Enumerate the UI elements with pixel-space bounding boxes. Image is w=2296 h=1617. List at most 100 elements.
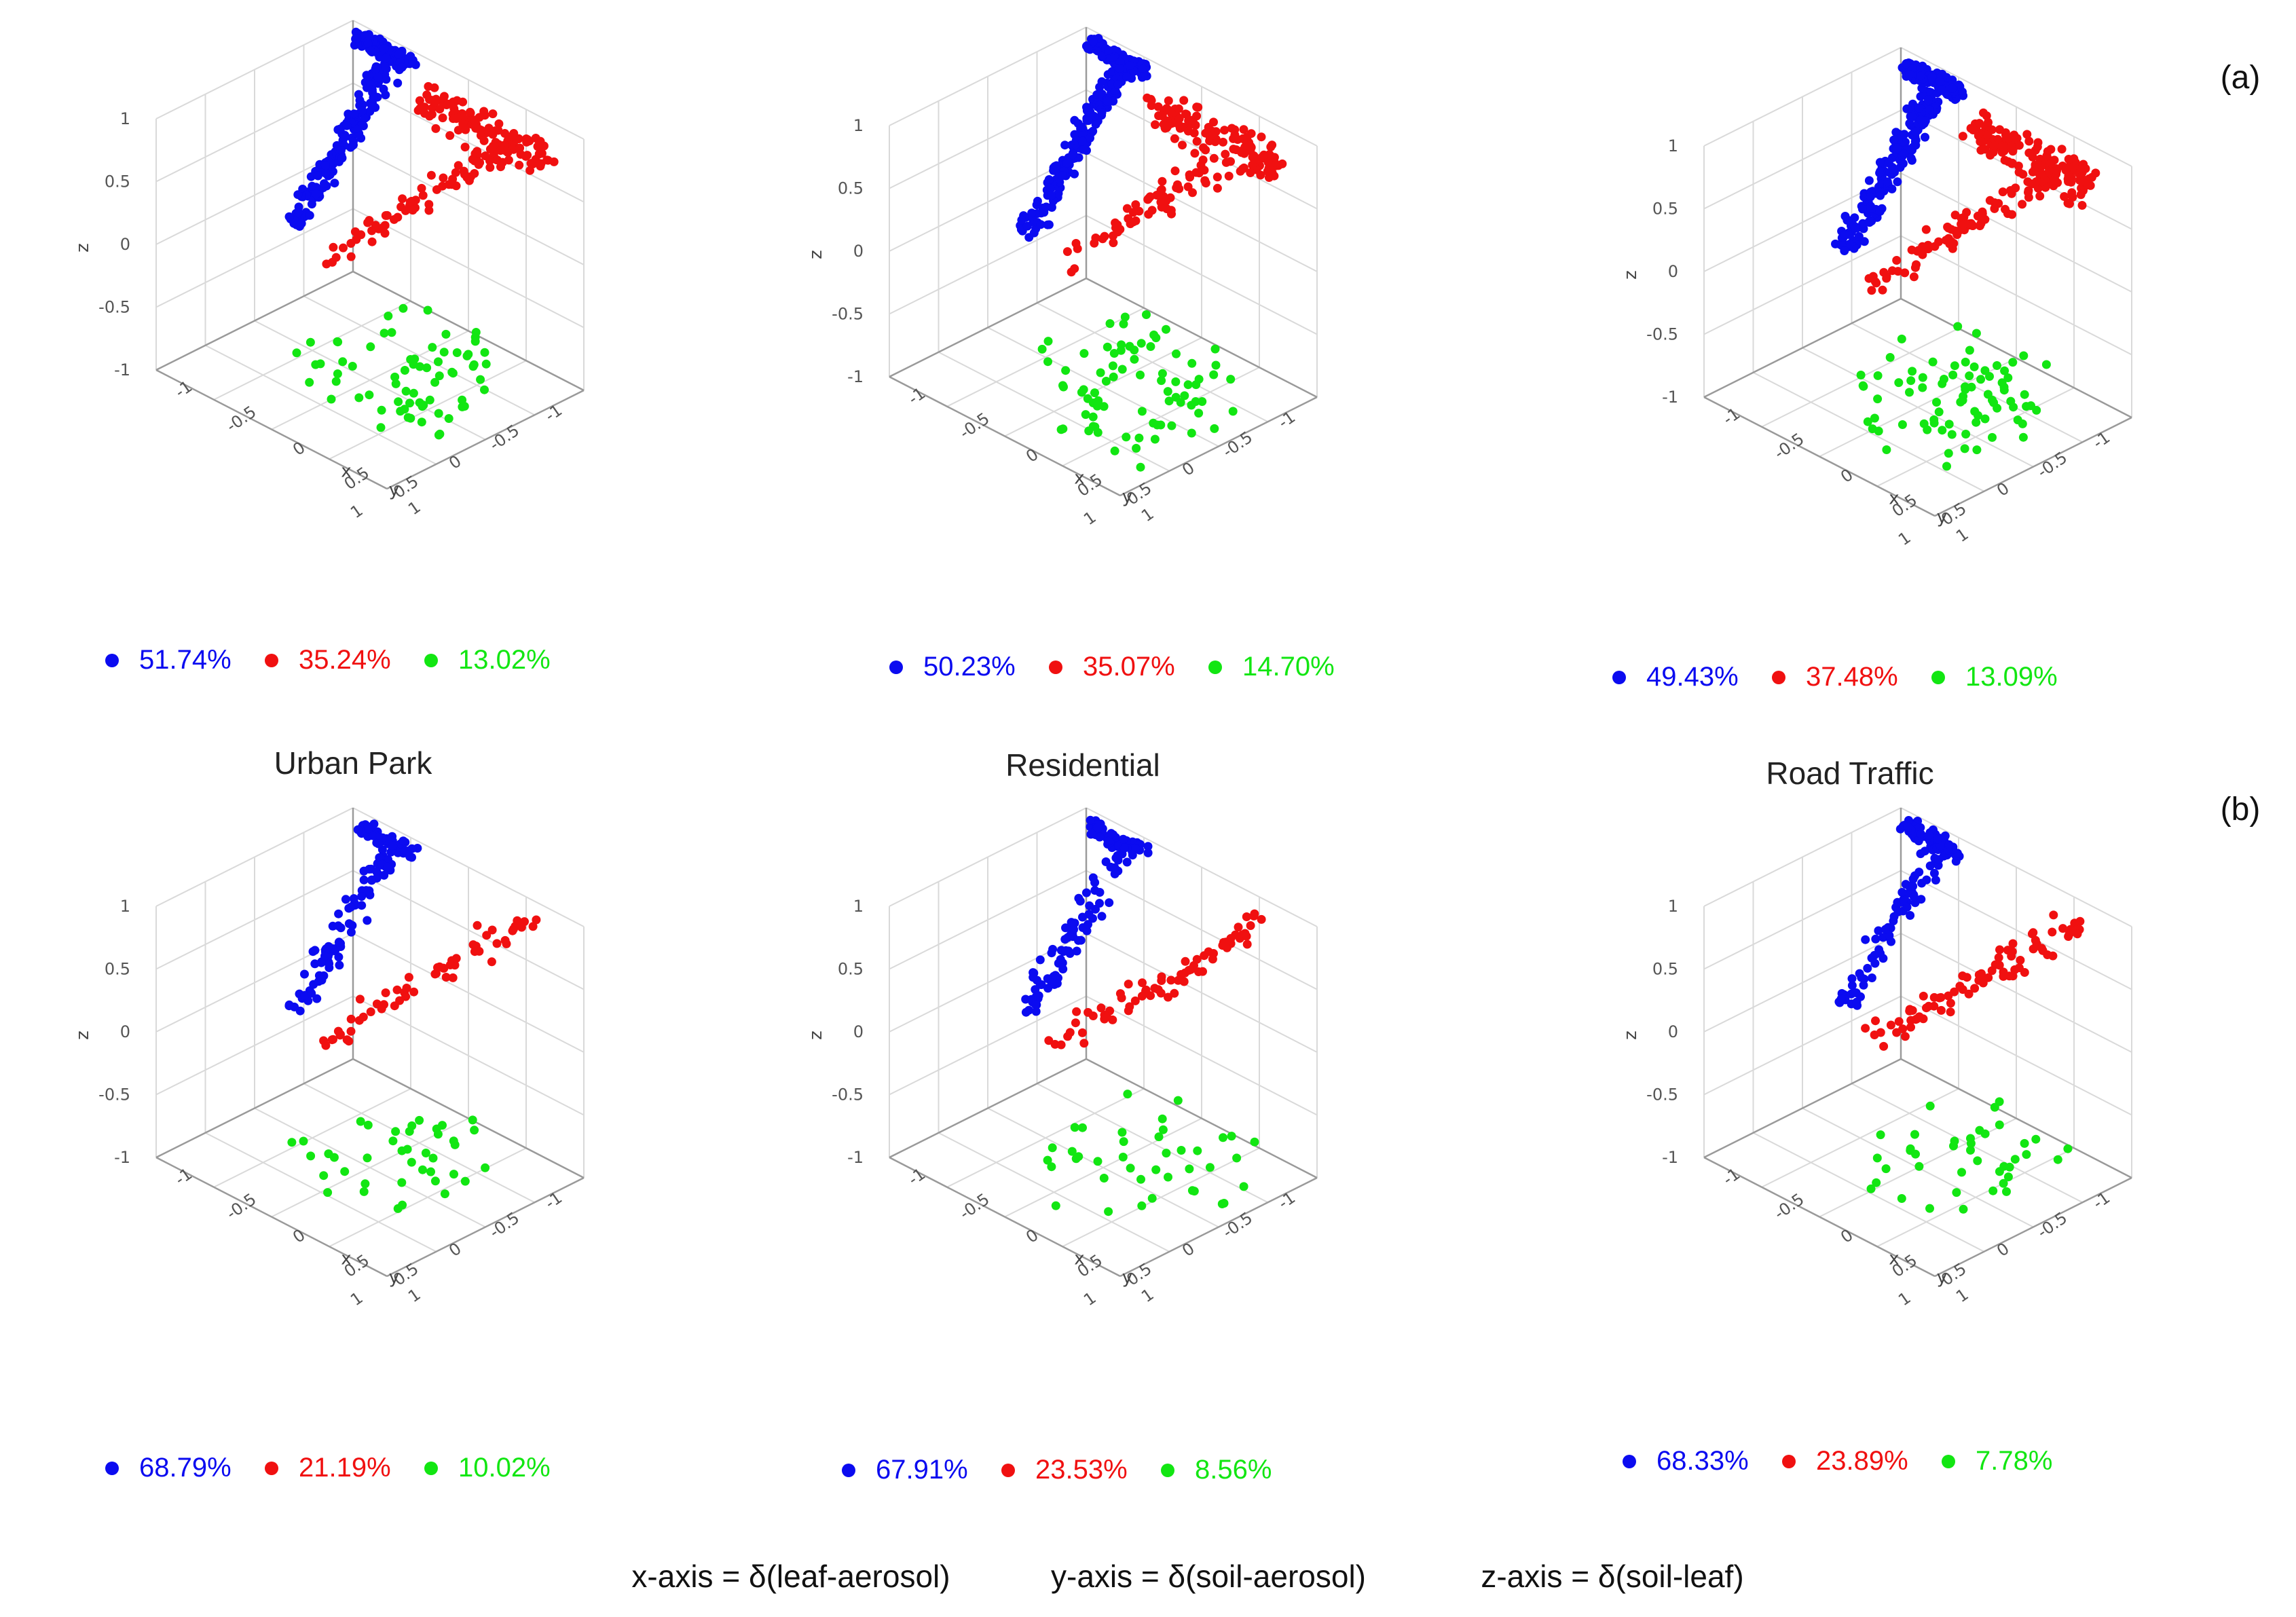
- data-point-red: [1153, 985, 1163, 995]
- data-point-green: [1125, 341, 1134, 351]
- data-point-blue: [1888, 165, 1897, 174]
- data-point-blue: [1111, 853, 1121, 863]
- data-point-red: [438, 113, 447, 123]
- axis-line: [1900, 297, 2132, 419]
- data-point-red: [435, 105, 445, 114]
- z-axis-label: z: [806, 250, 826, 259]
- data-point-blue: [294, 208, 303, 217]
- data-point-red: [333, 1026, 343, 1036]
- data-point-red: [431, 124, 441, 133]
- z-axis-label: z: [1621, 270, 1641, 280]
- data-point-red: [1900, 268, 1910, 278]
- data-point-red: [2016, 956, 2025, 965]
- data-point-green: [1894, 378, 1904, 388]
- data-point-blue: [367, 85, 377, 94]
- data-point-red: [1115, 989, 1125, 999]
- data-point-red: [451, 168, 460, 177]
- data-point-blue: [1851, 223, 1860, 232]
- caption-z-axis: z-axis = δ(soil-leaf): [1481, 1559, 1743, 1594]
- axis-line: [155, 270, 354, 371]
- data-point-green: [418, 402, 427, 411]
- data-point-green: [1122, 432, 1131, 442]
- data-point-blue: [1107, 79, 1117, 89]
- data-point-green: [1905, 388, 1914, 397]
- z-tick-label: -0.5: [98, 298, 130, 317]
- data-point-red: [1156, 185, 1166, 195]
- data-point-red: [1975, 119, 1984, 128]
- data-point-red: [1242, 912, 1251, 921]
- data-point-red: [504, 155, 513, 165]
- data-point-blue: [284, 1000, 294, 1009]
- axis-line: [1119, 396, 1318, 497]
- data-point-red: [1988, 147, 1998, 157]
- data-point-green: [2003, 373, 2013, 382]
- data-point-green: [359, 1187, 369, 1196]
- data-point-red: [2022, 130, 2032, 139]
- data-point-green: [1976, 375, 1986, 384]
- z-tick-label: 0.5: [105, 960, 130, 979]
- data-point-blue: [1087, 829, 1096, 838]
- data-point-green: [1973, 1156, 1982, 1166]
- data-point-blue: [1845, 240, 1855, 248]
- data-point-red: [1111, 218, 1120, 227]
- data-point-red: [2033, 142, 2042, 151]
- data-point-green: [1882, 445, 1891, 454]
- data-point-green: [1157, 376, 1166, 386]
- data-point-green: [1966, 1134, 1975, 1143]
- data-point-green: [1952, 1188, 1961, 1197]
- data-point-red: [1229, 145, 1238, 154]
- data-point-blue: [346, 927, 356, 937]
- data-point-red: [1919, 991, 1928, 1001]
- data-point-blue: [307, 200, 316, 209]
- data-point-green: [1061, 366, 1071, 375]
- data-point-red: [536, 159, 546, 168]
- data-point-blue: [1047, 191, 1056, 200]
- data-point-red: [1229, 134, 1238, 143]
- data-point-blue: [1871, 934, 1881, 944]
- data-point-red: [1878, 285, 1887, 295]
- data-point-red: [1138, 978, 1147, 988]
- data-point-red: [1221, 937, 1231, 947]
- x-axis-label: x: [341, 1249, 351, 1269]
- grid-line: [889, 89, 1087, 189]
- data-point-blue: [379, 870, 389, 880]
- data-point-red: [428, 103, 437, 113]
- data-point-red: [425, 95, 434, 104]
- data-point-green: [1074, 1152, 1084, 1161]
- data-point-red: [1198, 155, 1208, 165]
- data-point-green: [1990, 1102, 1999, 1112]
- data-point-green: [1856, 371, 1866, 379]
- data-point-blue: [348, 141, 357, 151]
- data-point-red: [485, 163, 495, 172]
- data-point-red: [2042, 151, 2052, 160]
- data-point-red: [2029, 944, 2038, 954]
- legend-percent-blue: 49.43%: [1646, 662, 1739, 692]
- data-point-red: [363, 218, 373, 227]
- data-point-red: [1955, 982, 1965, 991]
- data-point-red: [1159, 119, 1168, 129]
- data-point-red: [1984, 973, 1993, 982]
- data-point-red: [528, 922, 538, 931]
- data-point-blue: [1022, 221, 1032, 231]
- legend-marker-red: [1049, 661, 1062, 674]
- grid-line: [329, 1147, 527, 1248]
- data-point-red: [479, 136, 489, 145]
- grid-line: [889, 870, 1087, 970]
- data-point-blue: [1079, 144, 1089, 153]
- legend-marker-red: [265, 1462, 278, 1475]
- data-point-red: [439, 173, 448, 183]
- data-point-red: [1174, 114, 1184, 124]
- axis-line: [352, 270, 585, 392]
- data-point-red: [1192, 103, 1202, 112]
- data-point-green: [299, 1136, 308, 1146]
- data-point-blue: [316, 958, 326, 967]
- data-point-green: [1088, 412, 1098, 422]
- data-point-red: [2029, 928, 2038, 937]
- data-point-red: [1158, 111, 1167, 121]
- data-point-blue: [399, 836, 408, 846]
- data-point-red: [2077, 176, 2086, 186]
- z-tick-label: -1: [1662, 388, 1678, 407]
- data-point-blue: [1035, 980, 1045, 989]
- data-point-green: [391, 379, 401, 388]
